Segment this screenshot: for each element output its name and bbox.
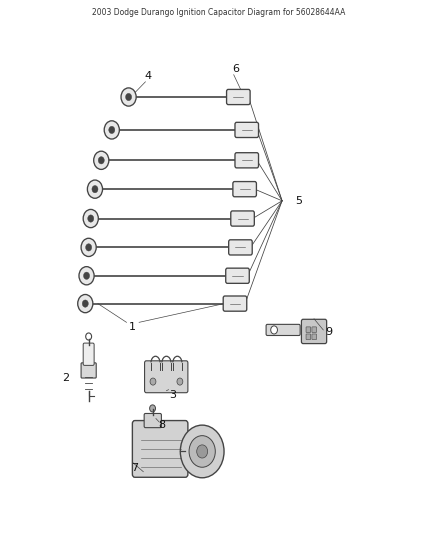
Circle shape bbox=[189, 435, 215, 467]
FancyBboxPatch shape bbox=[226, 90, 250, 104]
Circle shape bbox=[92, 185, 98, 193]
Circle shape bbox=[150, 378, 156, 385]
Text: 9: 9 bbox=[325, 327, 332, 337]
FancyBboxPatch shape bbox=[145, 361, 188, 393]
Circle shape bbox=[88, 180, 102, 198]
FancyBboxPatch shape bbox=[306, 327, 311, 333]
FancyBboxPatch shape bbox=[229, 240, 252, 255]
Circle shape bbox=[197, 445, 208, 458]
Text: 3: 3 bbox=[169, 390, 176, 400]
Circle shape bbox=[81, 238, 96, 256]
Circle shape bbox=[109, 126, 115, 134]
FancyBboxPatch shape bbox=[223, 296, 247, 311]
Text: 4: 4 bbox=[144, 71, 151, 80]
FancyBboxPatch shape bbox=[235, 122, 258, 138]
Text: 8: 8 bbox=[159, 420, 166, 430]
Text: 5: 5 bbox=[295, 196, 302, 206]
FancyBboxPatch shape bbox=[312, 327, 317, 333]
FancyBboxPatch shape bbox=[231, 211, 254, 226]
FancyBboxPatch shape bbox=[266, 325, 300, 335]
FancyBboxPatch shape bbox=[233, 182, 256, 197]
Text: 7: 7 bbox=[131, 463, 138, 473]
Circle shape bbox=[85, 244, 92, 251]
Circle shape bbox=[150, 405, 155, 412]
Circle shape bbox=[94, 151, 109, 169]
Circle shape bbox=[88, 215, 94, 222]
Circle shape bbox=[82, 300, 88, 307]
Text: 2: 2 bbox=[62, 373, 69, 383]
FancyBboxPatch shape bbox=[306, 334, 311, 340]
FancyBboxPatch shape bbox=[235, 152, 258, 168]
Circle shape bbox=[84, 272, 90, 279]
FancyBboxPatch shape bbox=[83, 343, 94, 366]
Circle shape bbox=[126, 93, 132, 101]
Text: 2003 Dodge Durango Ignition Capacitor Diagram for 56028644AA: 2003 Dodge Durango Ignition Capacitor Di… bbox=[92, 8, 346, 17]
FancyBboxPatch shape bbox=[226, 268, 249, 284]
FancyBboxPatch shape bbox=[301, 319, 327, 344]
FancyBboxPatch shape bbox=[81, 363, 96, 378]
FancyBboxPatch shape bbox=[312, 334, 317, 340]
Text: 6: 6 bbox=[232, 63, 239, 74]
FancyBboxPatch shape bbox=[132, 421, 188, 477]
Circle shape bbox=[79, 266, 94, 285]
Circle shape bbox=[121, 88, 136, 106]
Circle shape bbox=[83, 209, 98, 228]
Circle shape bbox=[177, 378, 183, 385]
Circle shape bbox=[104, 121, 119, 139]
Circle shape bbox=[180, 425, 224, 478]
FancyBboxPatch shape bbox=[144, 414, 161, 427]
Text: 1: 1 bbox=[129, 322, 136, 333]
Circle shape bbox=[271, 326, 277, 334]
Circle shape bbox=[78, 295, 93, 313]
Circle shape bbox=[98, 157, 104, 164]
